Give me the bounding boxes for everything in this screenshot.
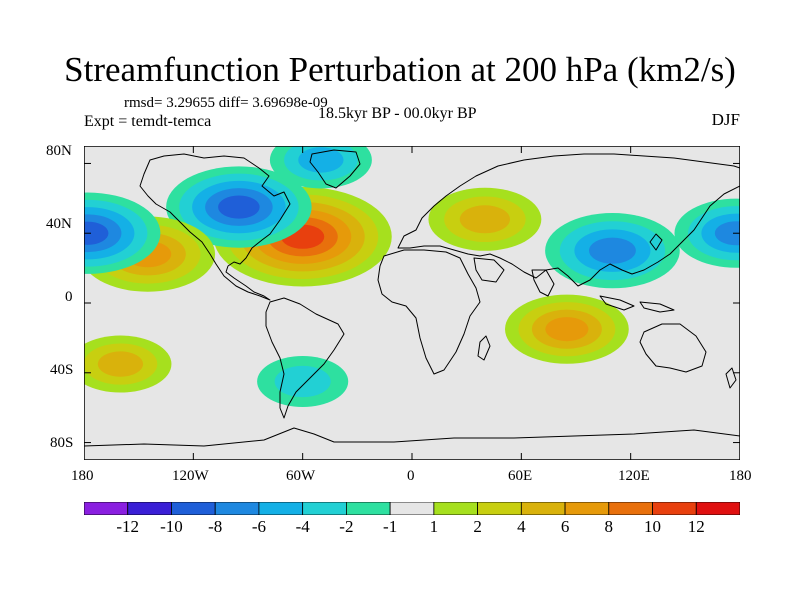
streamfunction-map [84,146,740,460]
contour-band [84,221,109,245]
colorbar-label: -6 [251,517,267,536]
lon-label-60e: 60E [508,468,533,484]
rmsd-diff-stats: rmsd= 3.29655 diff= 3.69698e-09 [124,95,328,111]
colorbar-label: -10 [160,517,183,536]
colorbar-label: -12 [116,517,140,536]
period-label: 18.5kyr BP - 00.0kyr BP [318,105,477,122]
colorbar-box [520,502,566,515]
colorbar-box [564,502,610,515]
anomaly-southern-ocean-low [257,356,349,407]
anomaly-east-asia-low [545,213,680,289]
colorbar-label: 2 [473,517,482,536]
lat-label-80n: 80N [46,143,72,159]
contour-band [97,351,144,377]
colorbar-label: 10 [644,517,662,536]
colorbar-label: 12 [687,517,705,536]
anomaly-north-africa-europe-high [428,187,542,251]
colorbar-box [652,502,697,515]
experiment-label: Expt = temdt-temca [84,113,212,130]
colorbar-box [302,502,347,515]
colorbar-box [695,502,740,515]
lon-label-120w: 120W [172,468,209,484]
colorbar-label: -8 [208,517,223,536]
lat-label-80s: 80S [50,435,74,451]
colorbar-box [127,502,172,515]
colorbar-box [84,502,129,515]
colorbar-box [477,502,522,515]
colorbar-box [433,502,479,515]
contour-band [274,365,331,398]
colorbar-label: 4 [517,517,526,536]
colorbar-label: 1 [429,517,439,536]
colorbar-label: 8 [604,517,614,536]
axis-ticks [84,146,740,460]
season-label: DJF [711,110,740,129]
lon-label-60w: 60W [286,468,316,484]
lon-label-180w: 180 [71,468,94,484]
contour-band [589,237,636,264]
colorbar-box [171,502,216,515]
lon-label-0: 0 [407,468,415,484]
anomaly-south-pacific-high [84,335,172,393]
chart-title: Streamfunction Perturbation at 200 hPa (… [64,50,736,89]
contour-band [459,205,510,234]
lat-label-0: 0 [65,289,73,305]
lat-label-40n: 40N [46,216,72,232]
contour-band [218,195,260,219]
colorbar [84,502,740,515]
colorbar-label: -1 [383,517,398,536]
colorbar-box [345,502,391,515]
colorbar-box [608,502,653,515]
anomaly-indian-ocean-high [505,294,629,364]
colorbar-label: -4 [295,517,310,536]
anomaly-arctic-low [269,146,372,189]
colorbar-box [214,502,260,515]
coastlines [84,149,740,447]
anomaly-field [84,146,740,407]
colorbar-label: -2 [339,517,354,536]
colorbar-box [258,502,304,515]
anomaly-dateline-low [84,192,161,274]
contour-band [545,317,589,342]
colorbar-label: 6 [560,517,570,536]
lat-label-40s: 40S [50,362,74,378]
contour-band [714,221,740,246]
lon-label-180e: 180 [729,468,752,484]
colorbar-box [389,502,435,515]
contour-band [298,147,344,173]
lon-label-120e: 120E [618,468,650,484]
